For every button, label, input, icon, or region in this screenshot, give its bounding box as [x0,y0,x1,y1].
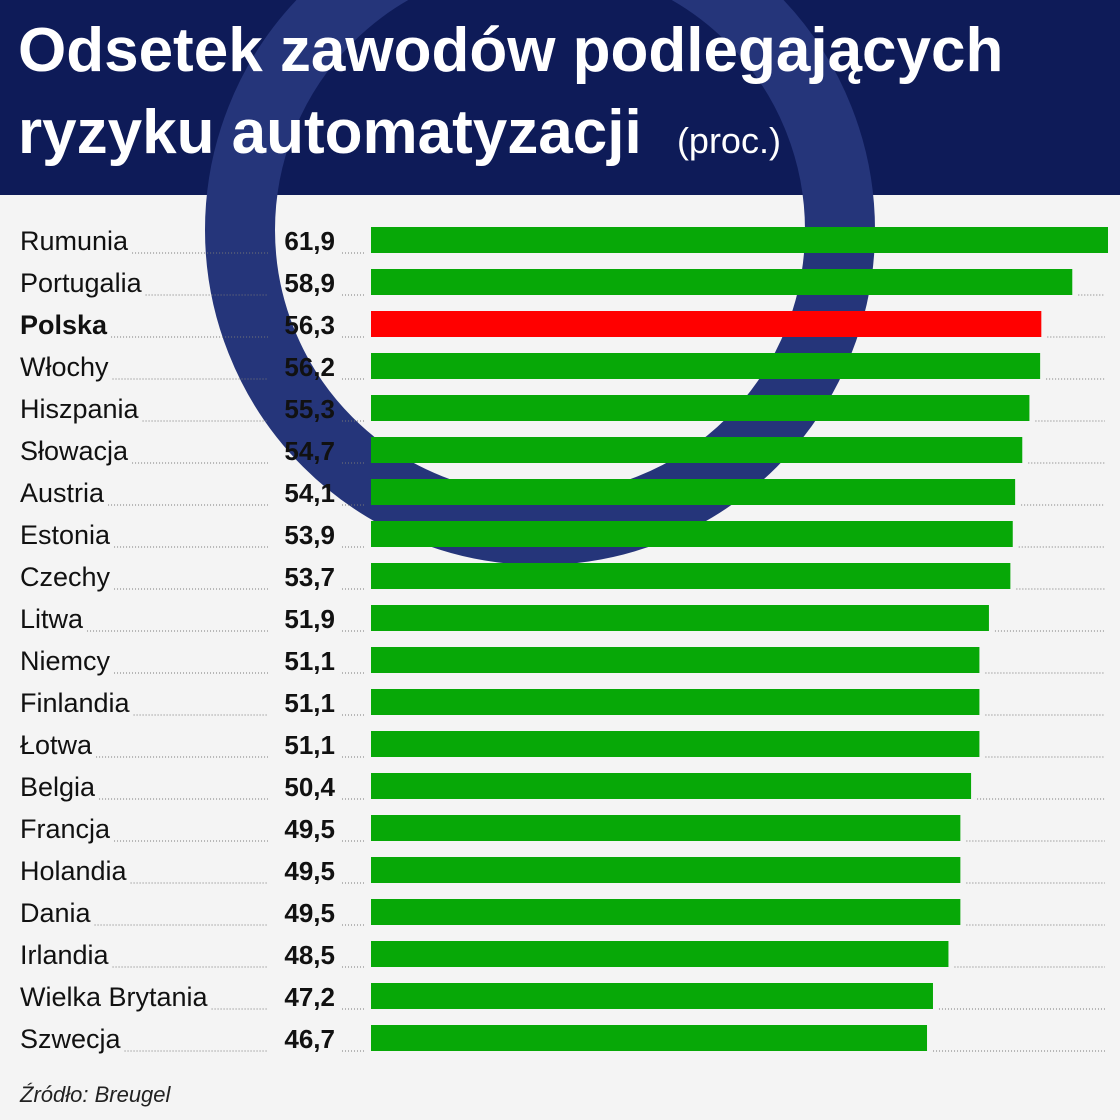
bar [371,857,961,883]
value-label: 56,3 [284,310,335,340]
bar [371,1025,928,1051]
title-wrap: Odsetek zawodów podlegających ryzyku aut… [18,10,1113,182]
value-label: 51,1 [284,688,335,718]
category-label: Hiszpania [20,394,140,424]
category-label: Niemcy [20,646,111,676]
bar [371,983,933,1009]
bar [371,731,980,757]
bar [371,353,1041,379]
category-label: Irlandia [20,940,110,970]
bar [371,773,972,799]
value-label: 49,5 [284,898,335,928]
bar [371,227,1108,253]
category-label: Włochy [20,352,109,382]
header [0,0,1120,195]
bar [371,563,1011,589]
value-label: 56,2 [284,352,335,382]
category-label: Rumunia [20,226,129,256]
bar [371,605,989,631]
category-label: Polska [20,310,108,340]
category-label: Litwa [20,604,84,634]
category-label: Belgia [20,772,96,802]
category-label: Holandia [20,856,128,886]
value-label: 53,7 [284,562,335,592]
category-label: Finlandia [20,688,131,718]
value-label: 55,3 [284,394,335,424]
category-label: Szwecja [20,1024,122,1054]
value-label: 51,1 [284,646,335,676]
value-label: 54,1 [284,478,335,508]
category-label: Estonia [20,520,111,550]
value-label: 61,9 [284,226,335,256]
category-label: Francja [20,814,111,844]
category-label: Słowacja [20,436,129,466]
value-label: 46,7 [284,1024,335,1054]
category-label: Dania [20,898,92,928]
category-label: Łotwa [20,730,93,760]
value-label: 58,9 [284,268,335,298]
value-label: 54,7 [284,436,335,466]
chart-title: Odsetek zawodów podlegających ryzyku aut… [18,16,1004,167]
category-label: Wielka Brytania [20,982,209,1012]
bar [371,479,1016,505]
category-label: Austria [20,478,105,508]
source: Źródło: Breugel [19,1082,172,1107]
value-label: 51,9 [284,604,335,634]
bar [371,647,980,673]
value-label: 48,5 [284,940,335,970]
value-label: 49,5 [284,856,335,886]
bar [371,521,1013,547]
bar [371,437,1023,463]
subtitle: (proc.) [676,120,781,161]
category-label: Czechy [20,562,111,592]
bar [371,395,1030,421]
value-label: 49,5 [284,814,335,844]
value-label: 47,2 [284,982,335,1012]
bar [371,899,961,925]
bar [371,689,980,715]
bar [371,815,961,841]
bar [371,941,949,967]
bar [371,269,1073,295]
category-label: Portugalia [20,268,143,298]
title-box: Odsetek zawodów podlegających ryzyku aut… [18,10,1113,182]
value-label: 53,9 [284,520,335,550]
bar [371,311,1042,337]
value-label: 51,1 [284,730,335,760]
value-label: 50,4 [284,772,335,802]
